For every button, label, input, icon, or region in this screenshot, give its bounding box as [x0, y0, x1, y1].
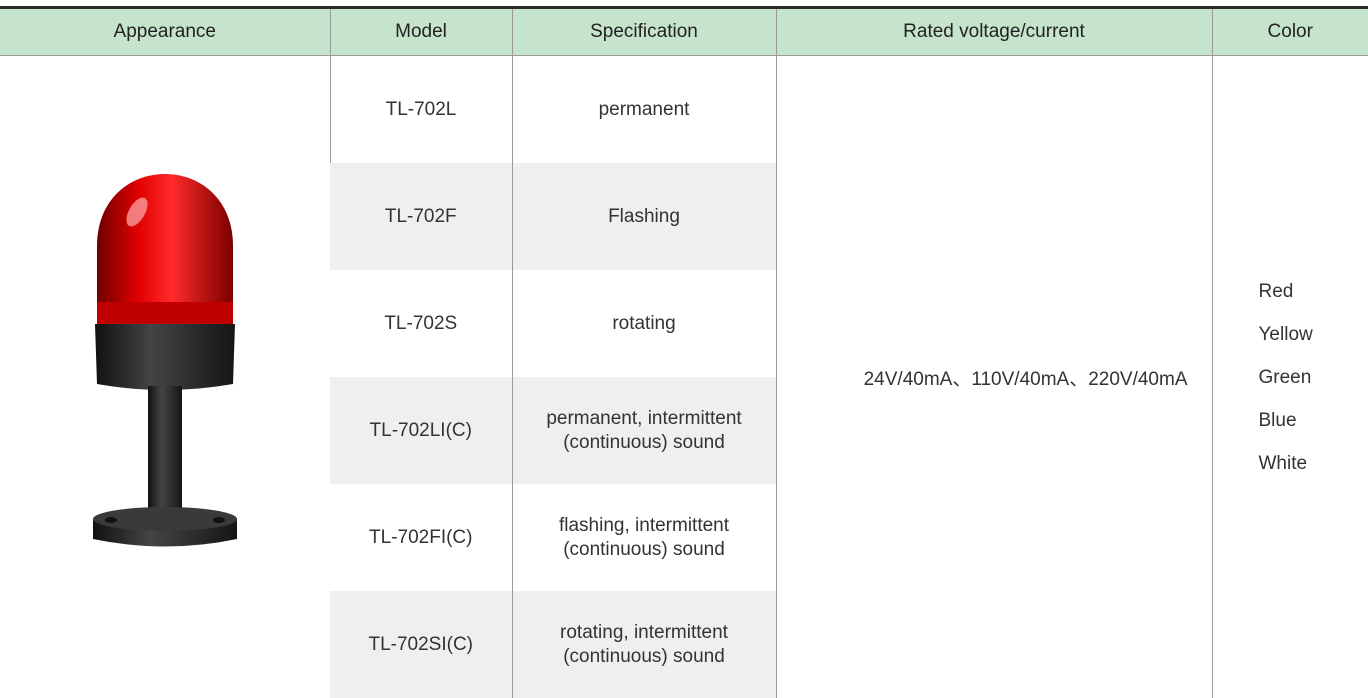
color-item: Green [1259, 356, 1368, 399]
model-cell: TL-702LI(C) [330, 377, 512, 484]
specification-cell: Flashing [512, 163, 776, 270]
header-row: Appearance Model Specification Rated vol… [0, 8, 1368, 56]
specification-cell: permanent, intermittent(continuous) soun… [512, 377, 776, 484]
header-cell: Specification [512, 8, 776, 56]
specification-line: (continuous) sound [513, 431, 776, 455]
specification-line: rotating, intermittent [513, 621, 776, 645]
specification-line: permanent [513, 98, 776, 122]
specification-cell: flashing, intermittent(continuous) sound [512, 484, 776, 591]
model-cell: TL-702FI(C) [330, 484, 512, 591]
model-cell: TL-702F [330, 163, 512, 270]
header-cell: Appearance [0, 8, 330, 56]
specification-cell: rotating [512, 270, 776, 377]
specification-line: (continuous) sound [513, 538, 776, 562]
specification-line: rotating [513, 312, 776, 336]
model-cell: TL-702L [330, 56, 512, 164]
specification-line: (continuous) sound [513, 645, 776, 669]
spec-table: Appearance Model Specification Rated vol… [0, 6, 1368, 698]
header-cell: Model [330, 8, 512, 56]
color-item: White [1259, 442, 1368, 485]
color-item: Blue [1259, 399, 1368, 442]
specification-line: permanent, intermittent [513, 407, 776, 431]
lamp-image [85, 174, 245, 574]
color-item: Red [1259, 270, 1368, 313]
specification-cell: permanent [512, 56, 776, 164]
specification-line: flashing, intermittent [513, 514, 776, 538]
color-item: Yellow [1259, 313, 1368, 356]
appearance-cell [0, 56, 330, 698]
header-cell: Color [1212, 8, 1368, 56]
rated-cell: 24V/40mA、110V/40mA、220V/40mA [776, 56, 1212, 698]
model-cell: TL-702S [330, 270, 512, 377]
model-cell: TL-702SI(C) [330, 591, 512, 698]
header-cell: Rated voltage/current [776, 8, 1212, 56]
specification-cell: rotating, intermittent(continuous) sound [512, 591, 776, 698]
specification-line: Flashing [513, 205, 776, 229]
